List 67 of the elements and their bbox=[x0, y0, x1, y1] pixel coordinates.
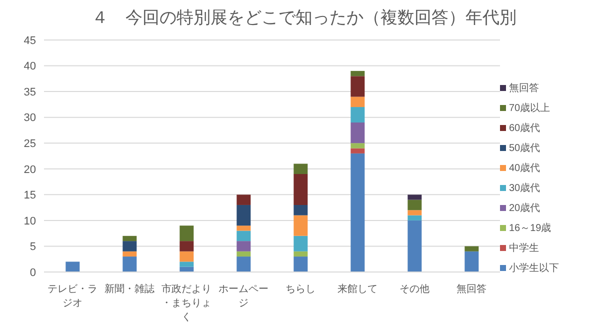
y-tick-label: 0 bbox=[30, 266, 36, 279]
x-tick-label: ちらし bbox=[286, 284, 316, 295]
bar bbox=[294, 251, 308, 257]
bar bbox=[294, 164, 308, 174]
legend-label: 小学生以下 bbox=[509, 262, 559, 275]
x-tick-label: 来館して bbox=[338, 283, 378, 295]
bar bbox=[294, 236, 308, 252]
x-tick-label: テレビ・ラジオ bbox=[48, 284, 98, 309]
bar bbox=[350, 96, 365, 108]
chart-title: ４ 今回の特別展をどこで知ったか（複数回答）年代別 bbox=[90, 7, 518, 29]
y-tick-label: 5 bbox=[30, 241, 36, 254]
bar bbox=[350, 153, 365, 272]
bar bbox=[350, 122, 365, 144]
bar bbox=[236, 241, 251, 252]
legend-label: 40歳代 bbox=[509, 162, 540, 175]
bar bbox=[408, 200, 422, 210]
bar bbox=[350, 107, 365, 122]
bar bbox=[350, 76, 365, 97]
bar bbox=[236, 251, 251, 257]
bar bbox=[294, 204, 308, 216]
bar bbox=[236, 230, 251, 242]
bar bbox=[236, 204, 251, 226]
bar bbox=[180, 251, 194, 262]
y-tick-label: 20 bbox=[24, 164, 36, 176]
legend-label: 20歳代 bbox=[509, 202, 540, 215]
x-tick-label: 市政だより・まちりょく bbox=[162, 283, 212, 323]
bar bbox=[294, 256, 308, 272]
y-tick-label: 10 bbox=[24, 215, 36, 228]
bar bbox=[180, 241, 194, 252]
bar bbox=[122, 236, 137, 242]
bar bbox=[294, 215, 308, 236]
bar bbox=[294, 174, 308, 205]
bar bbox=[122, 256, 137, 272]
y-tick-label: 15 bbox=[24, 190, 36, 202]
y-tick-label: 25 bbox=[24, 138, 36, 150]
bar bbox=[464, 246, 479, 252]
bar bbox=[350, 70, 365, 76]
bar bbox=[180, 262, 194, 267]
bar bbox=[464, 251, 479, 272]
x-tick-label: その他 bbox=[400, 283, 430, 295]
legend-label: 70歳以上 bbox=[509, 102, 550, 115]
legend-label: 16～19歳 bbox=[509, 222, 552, 235]
bar bbox=[408, 194, 422, 200]
bar bbox=[236, 256, 251, 272]
bar bbox=[122, 241, 137, 252]
bar bbox=[236, 226, 251, 231]
legend-label: 無回答 bbox=[509, 82, 539, 95]
y-tick-label: 40 bbox=[24, 60, 36, 73]
legend-label: 中学生 bbox=[509, 242, 539, 255]
bar bbox=[350, 148, 365, 154]
y-tick-label: 35 bbox=[24, 86, 36, 98]
legend-label: 30歳代 bbox=[509, 182, 540, 195]
bar bbox=[350, 143, 365, 148]
x-tick-label: ホームページ bbox=[218, 284, 268, 309]
bar bbox=[122, 251, 137, 257]
legend-label: 50歳代 bbox=[509, 142, 540, 155]
bar bbox=[408, 215, 422, 220]
bar bbox=[66, 262, 80, 272]
bar bbox=[180, 226, 194, 242]
x-tick-label: 無回答 bbox=[456, 283, 486, 295]
x-tick-label: 新聞・雑誌 bbox=[104, 283, 154, 295]
bar bbox=[236, 194, 251, 205]
y-tick-label: 30 bbox=[24, 112, 36, 124]
bar bbox=[408, 210, 422, 216]
legend-label: 60歳代 bbox=[509, 122, 540, 135]
y-tick-label: 45 bbox=[24, 34, 36, 47]
bar bbox=[408, 220, 422, 272]
